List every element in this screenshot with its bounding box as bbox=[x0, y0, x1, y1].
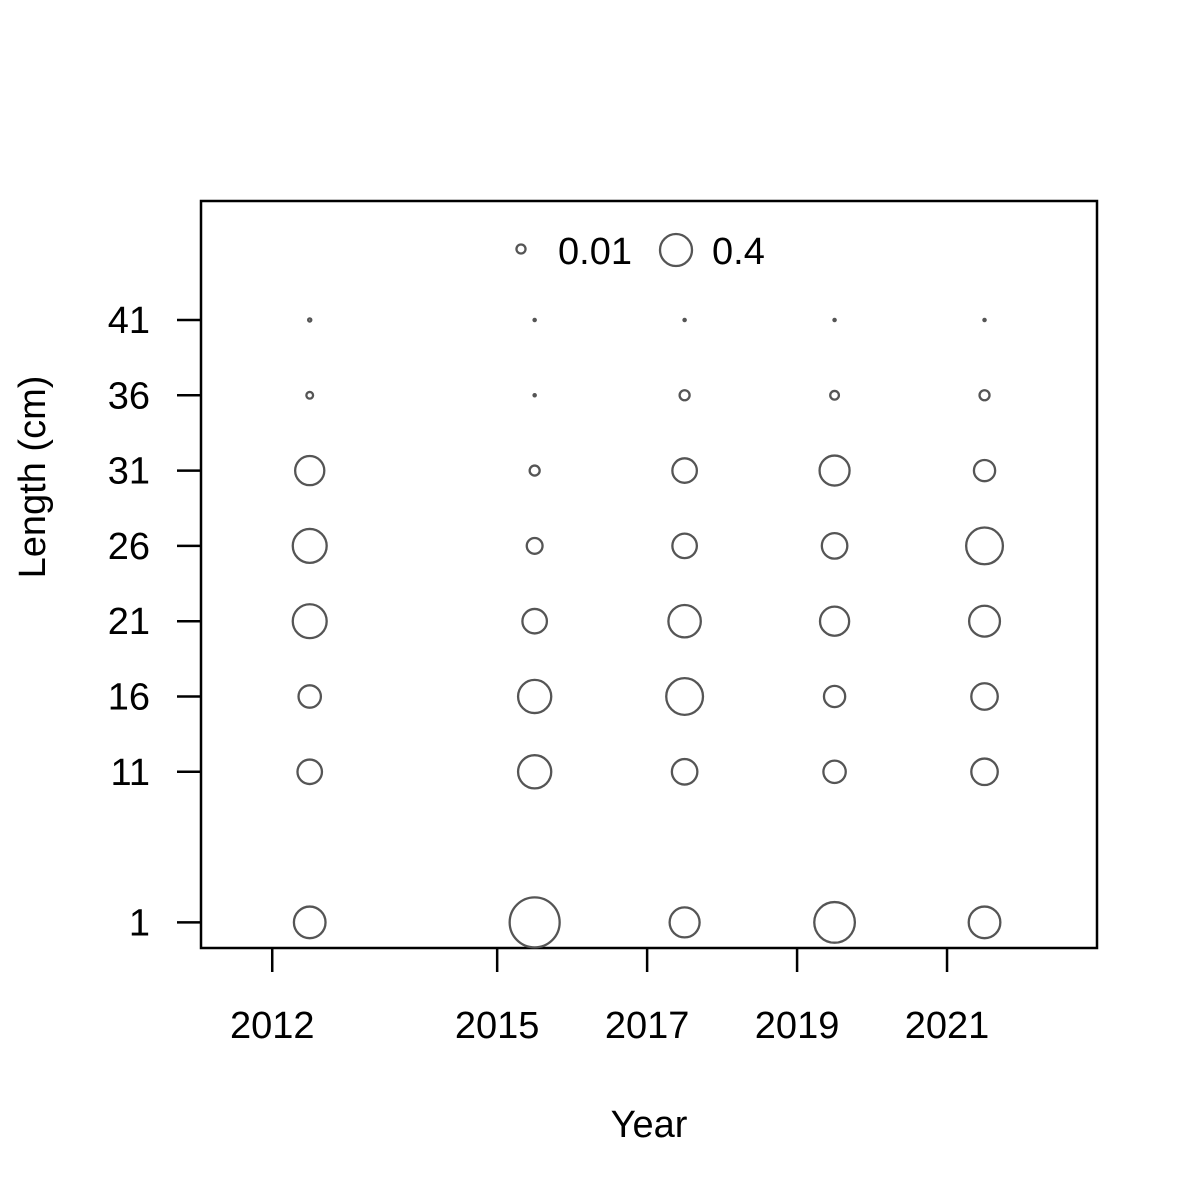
bubble bbox=[508, 896, 561, 949]
bubble bbox=[667, 603, 702, 639]
bubble bbox=[967, 905, 1002, 940]
bubble bbox=[822, 759, 847, 785]
y-tick-label: 11 bbox=[111, 752, 150, 794]
bubble bbox=[516, 678, 553, 715]
legend-bubble-small bbox=[515, 243, 527, 255]
bubble bbox=[293, 454, 326, 487]
bubbles bbox=[291, 317, 1005, 949]
bubble bbox=[297, 684, 323, 709]
bubble bbox=[678, 389, 691, 402]
bubble bbox=[525, 536, 544, 555]
bubble bbox=[818, 605, 851, 637]
y-tick-label: 31 bbox=[108, 451, 150, 493]
bubble bbox=[967, 604, 1002, 638]
y-tick-label: 16 bbox=[108, 676, 150, 718]
bubble bbox=[670, 757, 699, 786]
bubble bbox=[822, 684, 847, 709]
legend: 0.01 0.4 bbox=[515, 231, 765, 273]
bubble bbox=[671, 457, 699, 484]
x-tick-label: 2021 bbox=[905, 1005, 990, 1047]
x-tick-label: 2012 bbox=[230, 1005, 315, 1047]
legend-label-large: 0.4 bbox=[712, 231, 765, 273]
bubble bbox=[970, 682, 999, 711]
x-axis: 2012 2015 2017 2019 2021 bbox=[230, 948, 989, 1047]
bubble bbox=[970, 757, 999, 787]
bubble bbox=[306, 317, 313, 323]
bubble bbox=[682, 317, 687, 323]
bubble bbox=[292, 905, 327, 940]
legend-bubble-large bbox=[658, 232, 694, 268]
y-tick-label: 26 bbox=[108, 526, 150, 568]
x-tick-label: 2017 bbox=[605, 1005, 690, 1047]
bubble bbox=[532, 317, 537, 323]
bubble bbox=[818, 454, 851, 487]
bubble bbox=[972, 458, 997, 483]
bubble bbox=[291, 527, 328, 564]
bubble bbox=[820, 531, 849, 560]
bubble bbox=[305, 390, 315, 400]
legend-label-small: 0.01 bbox=[558, 231, 632, 273]
bubble bbox=[532, 393, 537, 398]
x-tick-label: 2015 bbox=[455, 1005, 540, 1047]
bubble bbox=[516, 754, 553, 790]
bubble bbox=[829, 389, 841, 401]
y-tick-label: 1 bbox=[129, 902, 150, 944]
y-tick-label: 21 bbox=[108, 601, 150, 643]
y-axis-title: Length (cm) bbox=[12, 376, 54, 579]
bubble bbox=[528, 464, 541, 477]
bubble bbox=[832, 317, 837, 323]
bubble bbox=[982, 317, 987, 323]
bubble bbox=[965, 526, 1005, 566]
bubble bbox=[978, 389, 991, 402]
x-axis-title: Year bbox=[611, 1104, 688, 1146]
bubble bbox=[668, 906, 701, 939]
y-tick-label: 41 bbox=[108, 300, 150, 342]
bubble bbox=[291, 603, 328, 640]
bubble bbox=[665, 676, 705, 717]
bubble bbox=[521, 607, 549, 635]
y-tick-label: 36 bbox=[108, 375, 150, 417]
x-tick-label: 2019 bbox=[755, 1005, 840, 1047]
bubble bbox=[671, 532, 699, 560]
bubble bbox=[296, 758, 324, 786]
bubble bbox=[813, 900, 857, 944]
plot-frame bbox=[199, 199, 1099, 950]
